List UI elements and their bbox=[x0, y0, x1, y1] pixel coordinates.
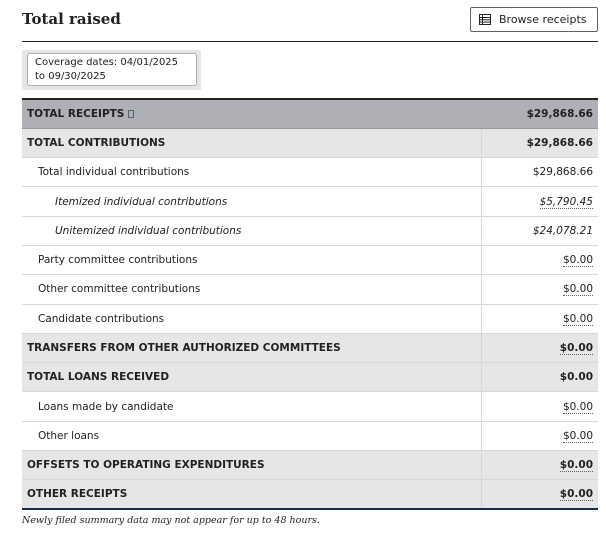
table-icon bbox=[479, 14, 491, 25]
row-label: TOTAL LOANS RECEIVED bbox=[22, 362, 481, 393]
transfers-value-link[interactable]: $0.00 bbox=[559, 342, 593, 356]
coverage-dates: Coverage dates: 04/01/2025 to 09/30/2025 bbox=[27, 53, 197, 86]
row-label: Party committee contributions bbox=[22, 245, 481, 276]
table-row-other-committee: Other committee contributions $0.00 bbox=[22, 274, 598, 305]
row-label: TOTAL CONTRIBUTIONS bbox=[22, 128, 481, 159]
table-row-party-committee: Party committee contributions $0.00 bbox=[22, 245, 598, 276]
row-label: Itemized individual contributions bbox=[22, 186, 481, 217]
row-label: TRANSFERS FROM OTHER AUTHORIZED COMMITTE… bbox=[22, 333, 481, 364]
table-row-total-contributions: TOTAL CONTRIBUTIONS $29,868.66 bbox=[22, 128, 598, 159]
row-label: OTHER RECEIPTS bbox=[22, 479, 481, 511]
row-label: TOTAL RECEIPTS bbox=[27, 107, 125, 120]
table-row-loans-by-candidate: Loans made by candidate $0.00 bbox=[22, 391, 598, 422]
itemized-value-link[interactable]: $5,790.45 bbox=[539, 195, 593, 209]
candidate-contributions-value-link[interactable]: $0.00 bbox=[562, 312, 593, 326]
footnote: Newly filed summary data may not appear … bbox=[22, 515, 320, 526]
table-row-total-receipts: TOTAL RECEIPTS $29,868.66 bbox=[22, 97, 598, 129]
row-label: Unitemized individual contributions bbox=[22, 216, 481, 246]
browse-receipts-button[interactable]: Browse receipts bbox=[470, 7, 598, 32]
table-row-total-loans: TOTAL LOANS RECEIVED $0.00 bbox=[22, 362, 598, 393]
row-label: Loans made by candidate bbox=[22, 391, 481, 422]
row-value: $29,868.66 bbox=[480, 157, 598, 188]
table-row-offsets: OFFSETS TO OPERATING EXPENDITURES $0.00 bbox=[22, 450, 598, 481]
section-header: Total raised Browse receipts bbox=[22, 6, 598, 42]
table-row-candidate-contributions: Candidate contributions $0.00 bbox=[22, 304, 598, 334]
table-row-unitemized-individual: Unitemized individual contributions $24,… bbox=[22, 216, 598, 246]
table-row-itemized-individual: Itemized individual contributions $5,790… bbox=[22, 186, 598, 217]
other-committee-value-link[interactable]: $0.00 bbox=[562, 283, 593, 297]
row-label: Candidate contributions bbox=[22, 304, 481, 334]
table-row-total-individual-contributions: Total individual contributions $29,868.6… bbox=[22, 157, 598, 188]
receipts-table: TOTAL RECEIPTS $29,868.66 TOTAL CONTRIBU… bbox=[22, 97, 598, 511]
row-label: OFFSETS TO OPERATING EXPENDITURES bbox=[22, 450, 481, 481]
offsets-value-link[interactable]: $0.00 bbox=[559, 459, 593, 473]
row-label: Total individual contributions bbox=[22, 157, 481, 188]
loans-by-candidate-value-link[interactable]: $0.00 bbox=[562, 400, 593, 414]
other-receipts-value-link[interactable]: $0.00 bbox=[559, 488, 593, 502]
row-value: $29,868.66 bbox=[481, 97, 598, 129]
other-loans-value-link[interactable]: $0.00 bbox=[562, 429, 593, 443]
page-title: Total raised bbox=[22, 10, 121, 28]
book-icon[interactable] bbox=[128, 109, 135, 118]
party-committee-value-link[interactable]: $0.00 bbox=[562, 254, 593, 268]
row-label: Other loans bbox=[22, 421, 481, 452]
row-value: $24,078.21 bbox=[480, 216, 598, 246]
browse-receipts-label: Browse receipts bbox=[499, 13, 587, 26]
table-row-other-receipts: OTHER RECEIPTS $0.00 bbox=[22, 479, 598, 511]
table-row-other-loans: Other loans $0.00 bbox=[22, 421, 598, 452]
row-label: Other committee contributions bbox=[22, 274, 481, 305]
table-row-transfers: TRANSFERS FROM OTHER AUTHORIZED COMMITTE… bbox=[22, 333, 598, 364]
row-value: $29,868.66 bbox=[480, 128, 598, 159]
row-value: $0.00 bbox=[480, 362, 598, 393]
coverage-dates-container: Coverage dates: 04/01/2025 to 09/30/2025 bbox=[22, 50, 201, 90]
